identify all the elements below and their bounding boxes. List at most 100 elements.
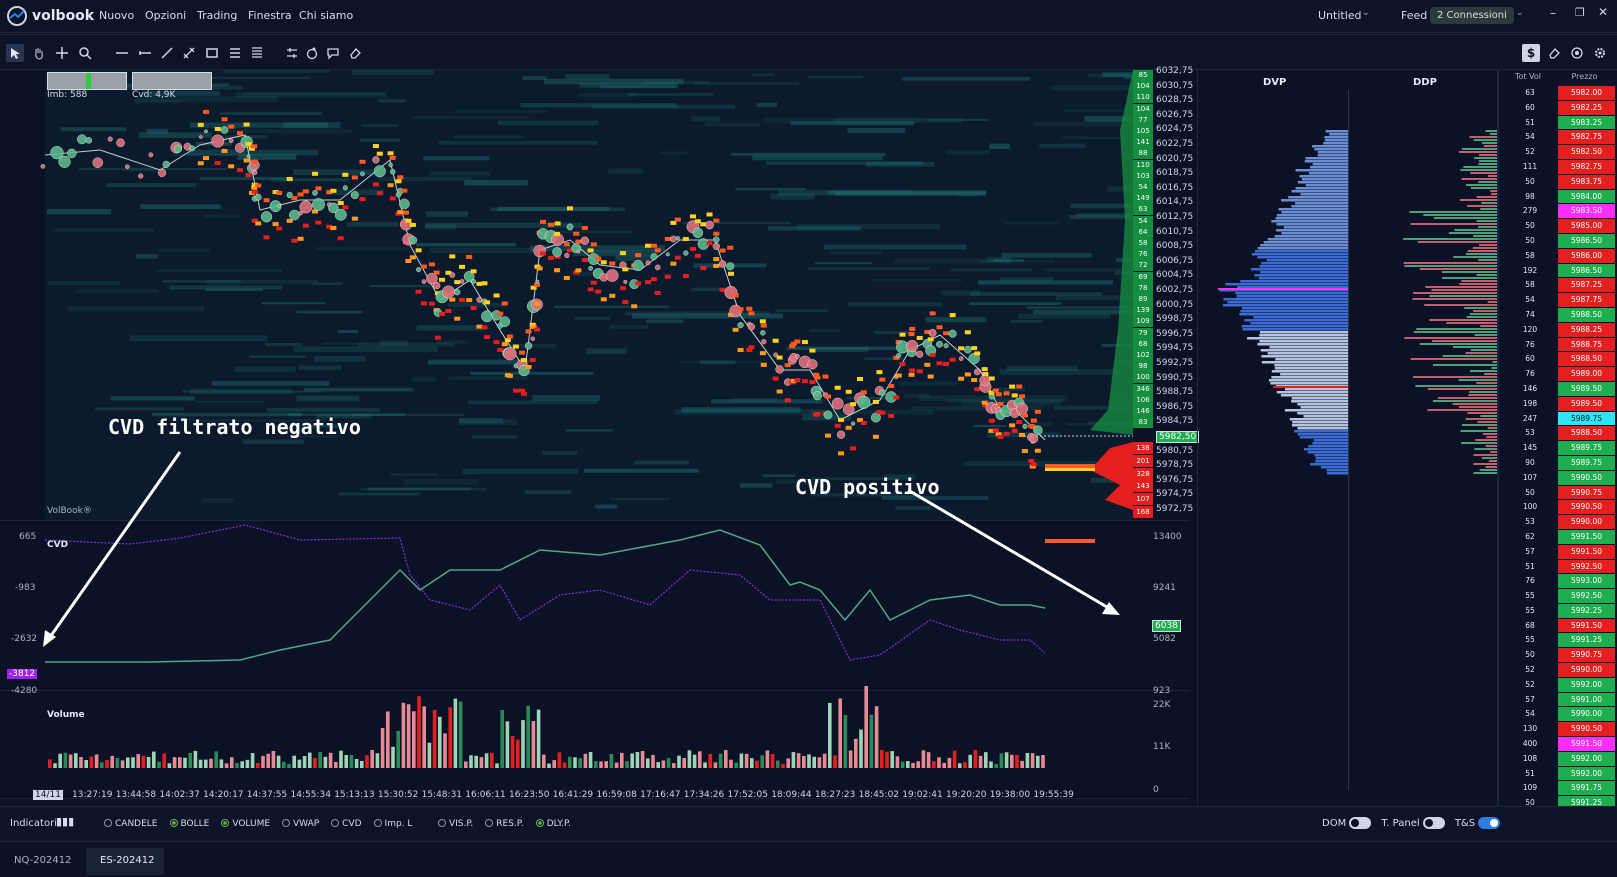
toggle-switch[interactable] [1422,817,1445,829]
ray-icon[interactable] [136,44,154,62]
lines-icon[interactable] [226,44,244,62]
radio-icon[interactable] [485,819,494,827]
toggle-switch[interactable] [1349,817,1372,829]
tab-nq[interactable]: NQ-202412 [14,855,72,866]
liquidity-band [134,100,181,104]
menu-nuovo[interactable]: Nuovo [99,9,135,22]
tape-row: 76 5993.00 [1502,574,1617,590]
liquidity-band [989,143,1010,149]
radio-icon[interactable] [221,819,230,827]
indicators-label[interactable]: Indicatori [10,818,57,829]
ddp-level [1459,199,1498,201]
toggle-tpanel[interactable]: T. Panel [1381,817,1445,829]
time-and-sales[interactable]: 63 5982.00 60 5982.25 51 5983.25 54 5982.75 52 59… [1502,86,1617,846]
imbalance-cell [554,268,561,273]
connections-badge[interactable]: 2 Connessioni [1430,7,1514,24]
tape-price: 5991.25 [1558,633,1615,648]
indicator-option-impl[interactable]: Imp. L [373,819,412,829]
horizontal-line-icon[interactable] [113,44,131,62]
gear-icon[interactable] [1591,44,1609,62]
trade-bubble [524,342,533,350]
fib-icon[interactable] [248,44,266,62]
indicator-option-cvd[interactable]: CVD [331,819,362,829]
liquidity-band [459,417,503,424]
radio-icon[interactable] [373,819,382,827]
imbalance-cell [746,347,753,352]
imbalance-cell [748,345,755,350]
bubble-icon[interactable] [303,44,321,62]
imbalance-cell [534,301,541,306]
radio-icon[interactable] [169,819,178,827]
hand-icon[interactable] [30,44,48,62]
indicator-option-volume[interactable]: VOLUME [221,819,270,829]
cursor-icon[interactable] [6,44,24,62]
orderflow-chart[interactable] [0,70,1190,806]
crosshair-icon[interactable] [53,44,71,62]
measure-icon[interactable] [180,44,198,62]
tape-price: 5982.75 [1558,159,1615,174]
liquidity-band [379,340,409,346]
trade-bubble [173,144,182,153]
tab-es-active[interactable] [86,848,164,875]
record-icon[interactable] [1568,44,1586,62]
radio-icon[interactable] [438,819,446,827]
workspace-select[interactable]: Untitled [1318,9,1362,22]
volume-bar [630,753,634,768]
ddp-level [1404,337,1498,339]
zoom-icon[interactable] [76,44,94,62]
menu-opzioni[interactable]: Opzioni [145,9,187,22]
bar-chart-icon[interactable]: ▮▮▮ [56,815,75,828]
volume-tick: 22K [1153,700,1171,710]
radio-icon[interactable] [331,819,340,827]
ddp-level [1431,340,1498,342]
time-tick: 14:55:34 [290,790,331,800]
chevron-down-icon[interactable]: ⌄ [1362,8,1370,18]
eraser-icon[interactable] [1545,44,1563,62]
liquidity-band [346,221,399,227]
liquidity-band [941,290,981,296]
indicator-option-visp[interactable]: VIS.P. [438,819,473,829]
toggle-switch[interactable] [1478,817,1501,829]
tape-row: 130 5990.50 [1502,722,1617,738]
menu-trading[interactable]: Trading [197,9,238,22]
menu-finestra[interactable]: Finestra [248,9,292,22]
settings-sliders-icon[interactable] [283,44,301,62]
radio-icon[interactable] [535,819,544,827]
liquidity-band [710,399,823,404]
trendline-icon[interactable] [158,44,176,62]
ddp-level [1474,334,1498,336]
imbalance-cell [342,172,349,177]
imbalance-cell [860,390,867,395]
comment-icon[interactable] [324,44,342,62]
imbalance-cell [433,270,440,275]
close-icon[interactable]: ✕ [1598,5,1609,19]
toggle-ts[interactable]: T&S [1455,817,1501,829]
imbalance-cell [814,411,821,416]
minimize-icon[interactable]: – [1550,6,1556,20]
volume-bar [458,701,463,768]
indicator-option-dlyp[interactable]: DLY.P. [535,819,571,829]
volume-bar [625,761,629,768]
chevron-down-icon[interactable]: ⌄ [1516,8,1524,18]
trade-bubble [692,227,704,239]
imbalance-cell [924,329,931,334]
radio-icon[interactable] [104,819,112,827]
indicator-option-resp[interactable]: RES.P. [485,819,524,829]
tab-es[interactable]: ES-202412 [100,855,155,866]
dollar-icon[interactable]: $ [1522,44,1540,62]
eraser-icon[interactable] [346,44,364,62]
rectangle-icon[interactable] [203,44,221,62]
menu-chi-siamo[interactable]: Chi siamo [299,9,354,22]
radio-icon[interactable] [282,819,291,827]
liquidity-band [883,474,916,480]
imbalance-cell [449,254,456,259]
toggle-dom[interactable]: DOM [1322,817,1372,829]
restore-icon[interactable]: ❐ [1575,6,1585,19]
imbalance-cell [988,428,995,433]
indicator-option-vwap[interactable]: VWAP [282,819,319,829]
volume-bar [136,754,140,768]
indicator-option-candele[interactable]: CANDELE [104,819,158,829]
imbalance-cell [276,226,283,231]
indicator-option-bolle[interactable]: BOLLE [169,819,209,829]
app-logo[interactable]: volbook [6,5,94,27]
